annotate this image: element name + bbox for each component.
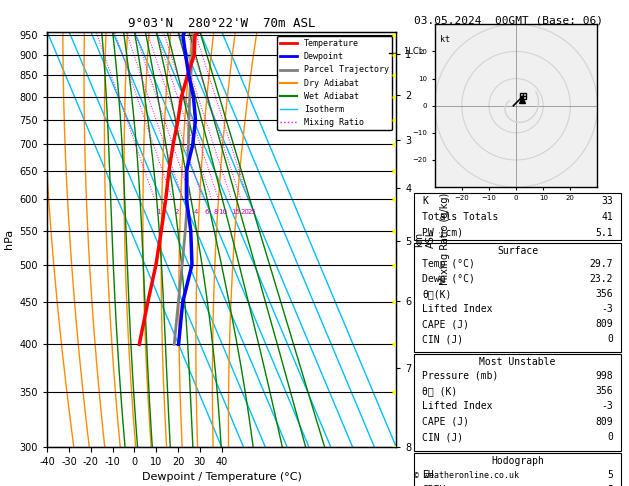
Text: Hodograph: Hodograph <box>491 456 544 466</box>
Text: 809: 809 <box>596 417 613 427</box>
Legend: Temperature, Dewpoint, Parcel Trajectory, Dry Adiabat, Wet Adiabat, Isotherm, Mi: Temperature, Dewpoint, Parcel Trajectory… <box>277 36 392 130</box>
Text: 33: 33 <box>601 196 613 207</box>
Bar <box>414 354 621 451</box>
Text: θᴇ(K): θᴇ(K) <box>422 289 452 299</box>
Text: 23.2: 23.2 <box>589 274 613 284</box>
Bar <box>414 453 621 486</box>
Text: Totals Totals: Totals Totals <box>422 212 499 222</box>
Text: CAPE (J): CAPE (J) <box>422 319 469 329</box>
Text: 356: 356 <box>596 386 613 396</box>
Text: CIN (J): CIN (J) <box>422 334 464 344</box>
Text: 1: 1 <box>157 208 161 215</box>
Text: 3: 3 <box>185 208 190 215</box>
Text: Surface: Surface <box>497 245 538 256</box>
Text: 41: 41 <box>601 212 613 222</box>
Text: -3: -3 <box>601 401 613 411</box>
Bar <box>414 193 621 240</box>
Y-axis label: km
ASL: km ASL <box>415 230 436 248</box>
Text: CIN (J): CIN (J) <box>422 432 464 442</box>
Text: kt: kt <box>440 35 450 44</box>
Text: 03.05.2024  00GMT (Base: 06): 03.05.2024 00GMT (Base: 06) <box>414 16 603 26</box>
Text: CAPE (J): CAPE (J) <box>422 417 469 427</box>
Text: 25: 25 <box>248 208 257 215</box>
Text: 8: 8 <box>213 208 218 215</box>
Text: 20: 20 <box>240 208 249 215</box>
Text: 356: 356 <box>596 289 613 299</box>
X-axis label: Dewpoint / Temperature (°C): Dewpoint / Temperature (°C) <box>142 472 302 483</box>
Text: 809: 809 <box>596 319 613 329</box>
Text: K: K <box>422 196 428 207</box>
Text: θᴇ (K): θᴇ (K) <box>422 386 457 396</box>
Text: 2: 2 <box>174 208 179 215</box>
Bar <box>414 243 621 352</box>
Text: EH: EH <box>422 469 434 480</box>
Text: Lifted Index: Lifted Index <box>422 401 493 411</box>
Text: Dewp (°C): Dewp (°C) <box>422 274 475 284</box>
Text: 0: 0 <box>607 432 613 442</box>
Text: 998: 998 <box>596 371 613 381</box>
Text: 15: 15 <box>231 208 240 215</box>
Title: 9°03'N  280°22'W  70m ASL: 9°03'N 280°22'W 70m ASL <box>128 17 316 31</box>
Y-axis label: hPa: hPa <box>4 229 14 249</box>
Text: Mixing Ratio (g/kg): Mixing Ratio (g/kg) <box>440 193 450 285</box>
Text: PW (cm): PW (cm) <box>422 227 464 238</box>
Text: 5.1: 5.1 <box>596 227 613 238</box>
Text: 0: 0 <box>607 334 613 344</box>
Text: Temp (°C): Temp (°C) <box>422 259 475 269</box>
Text: 4: 4 <box>193 208 198 215</box>
Text: 6: 6 <box>205 208 209 215</box>
Text: 10: 10 <box>218 208 227 215</box>
Text: Most Unstable: Most Unstable <box>479 357 556 367</box>
Text: Lifted Index: Lifted Index <box>422 304 493 314</box>
Text: -3: -3 <box>601 304 613 314</box>
Text: 29.7: 29.7 <box>589 259 613 269</box>
Text: 5: 5 <box>607 469 613 480</box>
Text: 1LCL: 1LCL <box>403 47 423 56</box>
Text: Pressure (mb): Pressure (mb) <box>422 371 499 381</box>
Text: © weatheronline.co.uk: © weatheronline.co.uk <box>414 471 519 480</box>
